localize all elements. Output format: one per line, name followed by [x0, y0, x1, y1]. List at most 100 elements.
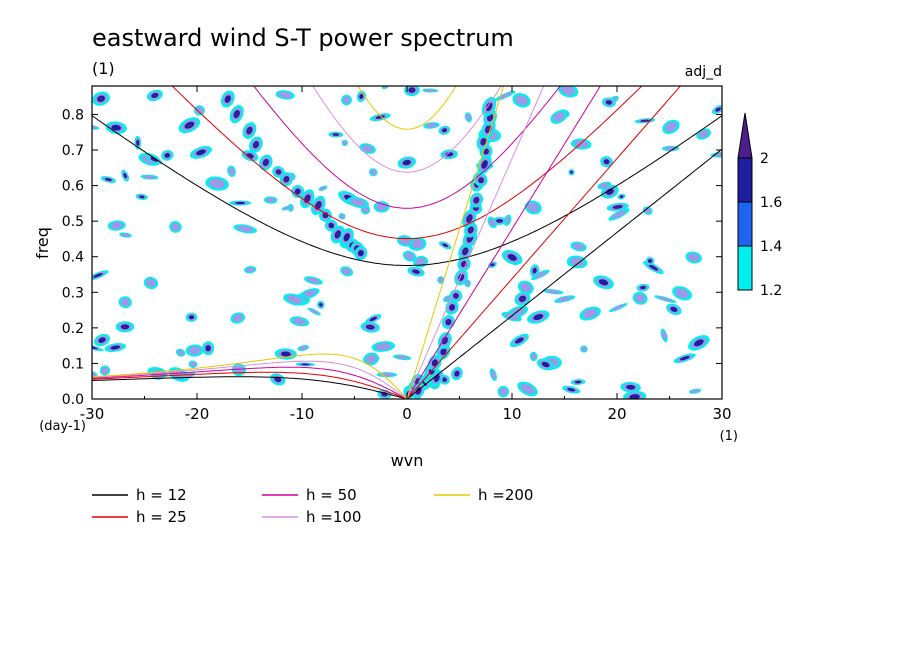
spectrum-blob — [562, 385, 581, 394]
blob-level-4 — [651, 266, 656, 269]
spectrum-blob — [712, 104, 722, 115]
colorbar-label: 1.2 — [760, 283, 782, 299]
chart-title: eastward wind S-T power spectrum — [92, 24, 514, 52]
blob-level-3 — [570, 170, 573, 174]
spectrum-blob — [423, 122, 440, 129]
blob-level-4 — [316, 203, 320, 208]
y-tick-label: 0.4 — [62, 250, 84, 266]
spectrum-blob — [295, 362, 315, 367]
x-tick-label: 10 — [502, 405, 521, 423]
blob-level-2 — [283, 206, 290, 210]
blob-level-3 — [449, 304, 456, 311]
blob-level-2 — [306, 277, 320, 284]
blob-level-2 — [611, 304, 625, 311]
spectrum-blob — [220, 90, 235, 108]
blob-level-3 — [574, 380, 582, 384]
blob-level-2 — [245, 267, 255, 273]
blob-level-2 — [299, 345, 308, 351]
blob-level-3 — [357, 249, 364, 257]
blob-level-4 — [615, 206, 621, 208]
legend-label: h = 50 — [306, 486, 357, 504]
spectrum-blob — [259, 154, 273, 171]
blob-level-2 — [319, 186, 327, 191]
spectrum-blob — [371, 341, 396, 352]
blob-level-4 — [153, 94, 157, 97]
spectrum-blob — [672, 286, 693, 301]
spectrum-blob — [365, 314, 382, 324]
inertia-gravity-curve — [357, 86, 457, 130]
blob-level-3 — [359, 93, 364, 99]
x-axis-unit: (1) — [720, 429, 738, 444]
blob-level-2 — [582, 308, 598, 319]
spectrum-blob — [360, 321, 381, 333]
blob-level-2 — [599, 182, 610, 189]
blob-level-2 — [552, 112, 565, 122]
blob-level-2 — [292, 317, 307, 325]
blob-level-4 — [443, 378, 446, 381]
blob-level-2 — [465, 280, 470, 287]
blob-level-2 — [657, 296, 674, 302]
spectrum-blob — [145, 154, 162, 165]
spectrum-blob — [685, 251, 702, 264]
blob-level-2 — [675, 288, 690, 299]
x-tick-label: -10 — [290, 405, 315, 423]
blob-level-2 — [488, 218, 496, 227]
blob-level-4 — [607, 101, 611, 104]
blob-level-3 — [454, 370, 460, 377]
blob-level-4 — [642, 120, 648, 122]
blob-level-4 — [187, 123, 192, 127]
blob-level-3 — [605, 188, 614, 195]
spectrum-blob — [636, 283, 650, 292]
spectrum-blob — [489, 368, 497, 381]
blob-level-2 — [188, 346, 201, 355]
spectrum-blob — [178, 117, 201, 134]
y-tick-label: 0.5 — [62, 214, 84, 230]
rossby-curve — [92, 371, 408, 399]
blob-level-3 — [224, 95, 231, 103]
spectrum-blob — [338, 213, 346, 220]
spectrum-blob — [92, 343, 104, 352]
spectrum-blob — [688, 388, 702, 394]
spectrum-blob — [205, 176, 229, 191]
blob-level-2 — [101, 366, 109, 375]
y-tick-label: 0.0 — [62, 392, 84, 408]
y-axis: 0.0 0.1 0.2 0.3 0.4 0.5 0.6 0.7 0.8 — [62, 107, 722, 408]
blob-level-2 — [572, 243, 585, 250]
spectrum-blob — [146, 89, 163, 102]
spectrum-blob — [118, 296, 132, 309]
spectrum-blob — [542, 289, 564, 295]
blob-level-4 — [254, 142, 258, 147]
blob-level-3 — [715, 107, 721, 112]
blob-level-2 — [490, 370, 496, 379]
spectrum-blob — [688, 335, 710, 351]
spectrum-blob — [281, 205, 291, 211]
y-tick-label: 0.3 — [62, 285, 84, 301]
blob-level-2 — [208, 178, 226, 189]
blob-level-4 — [122, 325, 128, 329]
spectrum-blob — [169, 221, 182, 233]
kelvin-curve — [406, 86, 682, 399]
blob-level-3 — [541, 361, 550, 368]
spectrum-blob — [341, 94, 353, 106]
blob-level-4 — [467, 216, 471, 221]
blob-level-2 — [309, 308, 319, 315]
spectrum-blob — [402, 250, 417, 262]
spectrum-blob — [554, 295, 576, 303]
blob-level-3 — [136, 139, 140, 146]
blob-level-2 — [145, 278, 156, 288]
spectrum-blob — [307, 307, 321, 316]
blob-level-3 — [440, 348, 447, 356]
blob-level-2 — [228, 167, 235, 176]
spectrum-blob — [654, 295, 677, 303]
blob-level-2 — [698, 130, 709, 138]
blob-level-2 — [634, 293, 646, 303]
spectrum-blob — [340, 266, 354, 277]
blob-level-3 — [648, 259, 652, 263]
blob-level-2 — [690, 389, 700, 394]
dispersion-curves — [92, 86, 722, 399]
spectrum-blob — [140, 174, 159, 180]
spectrum-blob — [608, 208, 630, 221]
spectrum-blob — [244, 265, 257, 274]
spectrum-blob — [341, 139, 348, 147]
blob-level-2 — [177, 349, 185, 356]
